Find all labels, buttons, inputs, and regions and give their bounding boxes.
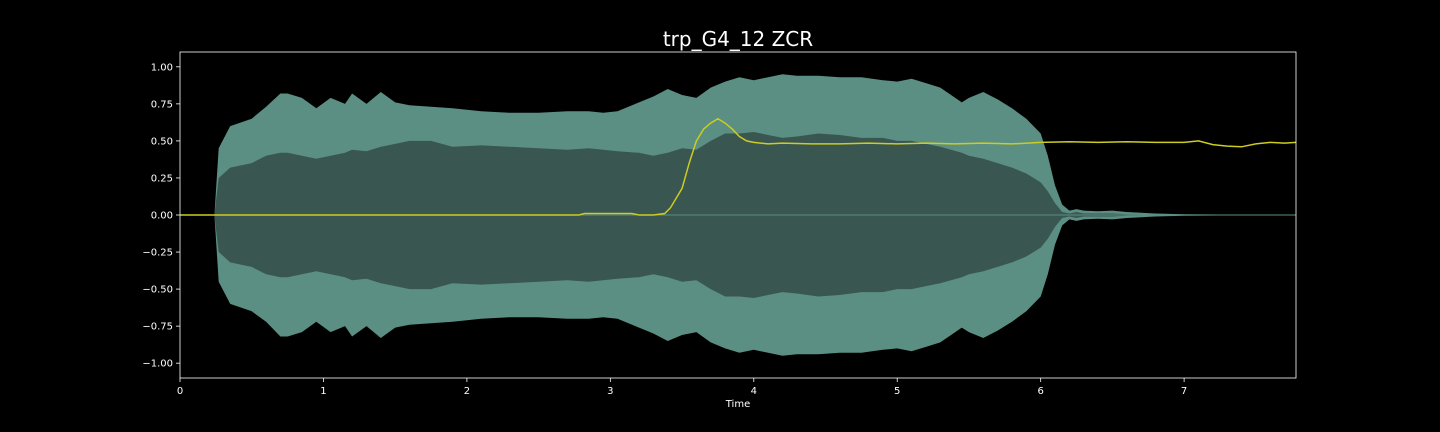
y-tick-label: 0.00 [151, 211, 173, 222]
x-tick-label: 1 [320, 386, 326, 397]
y-tick-label: −0.75 [142, 322, 173, 333]
x-tick-label: 0 [177, 386, 183, 397]
axes-frame [179, 51, 1297, 379]
chart-title: trp_G4_12 ZCR [663, 27, 813, 51]
y-tick-label: −0.50 [142, 285, 173, 296]
x-tick-label: 7 [1181, 386, 1187, 397]
x-tick-label: 5 [894, 386, 900, 397]
y-axis: −1.00 −0.75 −0.50 −0.25 0.00 0.25 0.50 0.75 1.00 [142, 62, 180, 370]
zcr-line [180, 117, 1296, 216]
y-tick-label: −0.25 [142, 248, 173, 259]
y-tick-label: 0.50 [151, 136, 173, 147]
x-axis: 0 1 2 3 4 5 6 7 [177, 378, 1187, 397]
x-tick-label: 2 [464, 386, 470, 397]
x-axis-label: Time [725, 399, 750, 410]
y-tick-label: 0.75 [151, 99, 173, 110]
x-tick-label: 4 [751, 386, 757, 397]
x-tick-label: 6 [1037, 386, 1043, 397]
plot-area [180, 74, 1296, 356]
y-tick-label: 1.00 [151, 62, 173, 73]
x-tick-label: 3 [607, 386, 613, 397]
y-tick-label: −1.00 [142, 359, 173, 370]
y-tick-label: 0.25 [151, 173, 173, 184]
